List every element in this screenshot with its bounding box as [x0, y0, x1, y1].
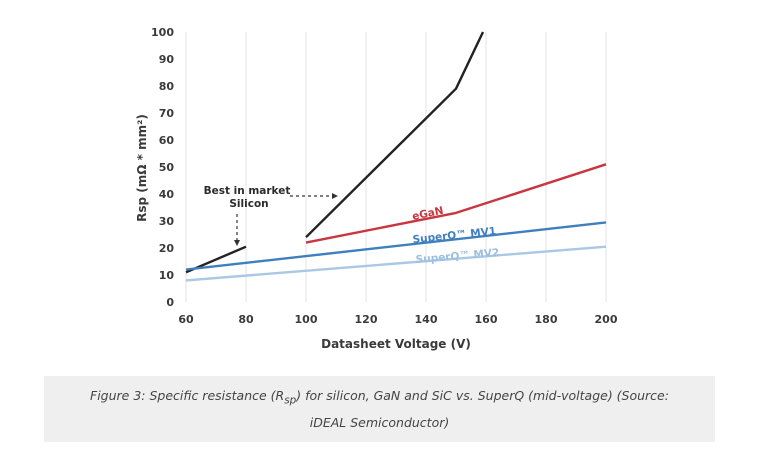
y-tick-label-10: 100 — [151, 26, 174, 39]
x-tick-label-3: 120 — [355, 313, 378, 326]
figure-caption: Figure 3: Specific resistance (Rsp) for … — [80, 385, 680, 433]
x-tick-label-4: 140 — [415, 313, 438, 326]
annotation-arrowhead-right — [332, 193, 338, 199]
y-tick-label-8: 80 — [159, 80, 175, 93]
rsp-line-chart: 0 10 20 30 40 50 60 70 80 90 100 60 80 100 120 140 160 1… — [135, 26, 618, 351]
series-line-3 — [185, 221, 607, 271]
x-tick-label-1: 80 — [238, 313, 254, 326]
series-line-2 — [305, 163, 607, 244]
grid-lines — [185, 32, 607, 302]
series-line-1 — [305, 31, 485, 239]
x-tick-label-7: 200 — [595, 313, 618, 326]
caption-part2: ) for silicon, GaN and SiC vs. SuperQ (m… — [296, 388, 669, 430]
caption-subscript: sp — [284, 394, 297, 407]
caption-part1: Figure 3: Specific resistance (R — [90, 388, 285, 404]
series-label-mv2: SuperQ™ MV2 — [415, 247, 500, 266]
x-tick-label-0: 60 — [178, 313, 194, 326]
annotation-line1: Best in market — [204, 185, 291, 197]
x-axis-title: Datasheet Voltage (V) — [321, 337, 471, 351]
y-tick-label-7: 70 — [159, 107, 175, 120]
y-axis-title: Rsp (mΩ * mm²) — [135, 114, 149, 222]
y-tick-label-6: 60 — [159, 134, 175, 147]
y-tick-label-4: 40 — [159, 188, 175, 201]
y-tick-label-2: 20 — [159, 242, 175, 255]
annotation-arrowhead-down — [234, 240, 240, 246]
series-label-mv1: SuperQ™ MV1 — [412, 225, 497, 246]
series-label-egan: eGaN — [411, 205, 444, 223]
y-tick-label-5: 50 — [159, 161, 175, 174]
x-tick-labels: 60 80 100 120 140 160 180 200 — [178, 313, 617, 326]
x-tick-label-6: 180 — [535, 313, 558, 326]
series-lines — [185, 31, 607, 282]
series-line-4 — [185, 245, 607, 282]
y-tick-label-1: 10 — [159, 269, 175, 282]
figure-caption-box: Figure 3: Specific resistance (Rsp) for … — [44, 376, 715, 442]
y-tick-label-0: 0 — [166, 296, 174, 309]
annotation: Best in market Silicon — [204, 185, 338, 246]
annotation-line2: Silicon — [229, 198, 268, 210]
x-tick-label-5: 160 — [475, 313, 498, 326]
y-tick-label-3: 30 — [159, 215, 175, 228]
x-tick-label-2: 100 — [295, 313, 318, 326]
y-tick-labels: 0 10 20 30 40 50 60 70 80 90 100 — [151, 26, 174, 309]
y-tick-label-9: 90 — [159, 53, 175, 66]
